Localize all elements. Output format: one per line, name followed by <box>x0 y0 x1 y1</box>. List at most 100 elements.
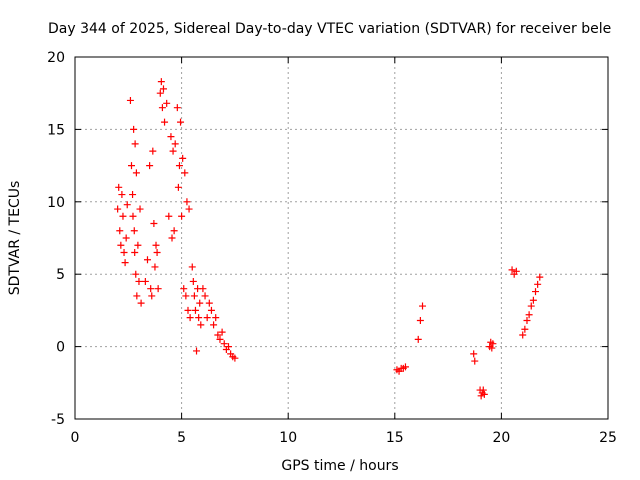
data-point <box>152 241 160 249</box>
data-point <box>148 292 156 300</box>
data-point <box>149 147 157 155</box>
data-point <box>153 248 161 256</box>
data-point <box>132 169 140 177</box>
data-point <box>165 212 173 220</box>
data-point <box>161 118 169 126</box>
data-point <box>168 234 176 242</box>
data-point <box>414 335 422 343</box>
data-point <box>205 299 213 307</box>
data-point <box>190 292 198 300</box>
data-point <box>525 311 533 319</box>
data-point <box>129 191 137 199</box>
data-point <box>126 96 134 104</box>
data-point <box>191 306 199 314</box>
data-point <box>134 241 142 249</box>
data-point <box>527 302 535 310</box>
data-point <box>471 357 479 365</box>
data-point <box>167 133 175 141</box>
grid <box>75 57 608 419</box>
y-tick-label: 20 <box>47 50 65 66</box>
data-point <box>147 285 155 293</box>
data-point <box>120 248 128 256</box>
data-point <box>132 270 140 278</box>
data-point <box>123 201 131 209</box>
data-points <box>114 78 544 400</box>
data-point <box>218 328 226 336</box>
data-point <box>135 277 143 285</box>
data-point <box>121 259 129 267</box>
data-point <box>157 78 165 86</box>
data-point <box>179 154 187 162</box>
x-tick-label: 5 <box>177 430 186 446</box>
data-point <box>180 285 188 293</box>
data-point <box>174 183 182 191</box>
data-point <box>216 335 224 343</box>
data-point <box>143 256 151 264</box>
data-point <box>158 104 166 112</box>
data-point <box>131 140 139 148</box>
data-point <box>470 350 478 358</box>
data-point <box>163 99 171 107</box>
data-point <box>114 205 122 213</box>
data-point <box>189 277 197 285</box>
x-tick-label: 0 <box>71 430 80 446</box>
data-point <box>129 212 137 220</box>
data-point <box>193 347 201 355</box>
data-point <box>130 125 138 133</box>
data-point <box>199 285 207 293</box>
data-point <box>521 325 529 333</box>
x-tick-label: 20 <box>492 430 510 446</box>
x-tick-label: 10 <box>279 430 297 446</box>
data-point <box>185 205 193 213</box>
data-point <box>169 147 177 155</box>
data-point <box>159 85 167 93</box>
y-tick-label: 15 <box>47 122 65 138</box>
data-point <box>130 227 138 235</box>
data-point <box>184 306 192 314</box>
data-point <box>186 314 194 322</box>
data-point <box>178 212 186 220</box>
data-point <box>488 344 496 352</box>
y-tick-label: 0 <box>56 340 65 356</box>
plot-frame <box>74 56 609 420</box>
data-point <box>532 288 540 296</box>
data-point <box>116 227 124 235</box>
data-point <box>156 89 164 97</box>
data-point <box>141 277 149 285</box>
data-point <box>231 354 239 362</box>
data-point <box>131 248 139 256</box>
data-point <box>133 292 141 300</box>
data-point <box>151 263 159 271</box>
data-point <box>188 263 196 271</box>
data-point <box>416 317 424 325</box>
data-point <box>534 280 542 288</box>
data-point <box>171 140 179 148</box>
data-point <box>115 183 123 191</box>
data-point <box>489 340 497 348</box>
x-tick-label: 25 <box>599 430 617 446</box>
data-point <box>118 191 126 199</box>
data-point <box>512 267 520 275</box>
data-point <box>212 314 220 322</box>
data-point <box>536 273 544 281</box>
data-point <box>419 302 427 310</box>
data-point <box>207 306 215 314</box>
data-point <box>183 198 191 206</box>
data-point <box>197 321 205 329</box>
data-point <box>203 314 211 322</box>
data-point <box>146 162 154 170</box>
data-point <box>401 363 409 371</box>
x-axis-label: GPS time / hours <box>281 458 398 474</box>
data-point <box>136 205 144 213</box>
data-point <box>177 118 185 126</box>
data-point <box>214 331 222 339</box>
y-tick-label: 5 <box>56 267 65 283</box>
data-point <box>154 285 162 293</box>
data-point <box>181 169 189 177</box>
data-point <box>220 340 228 348</box>
data-point <box>210 321 218 329</box>
data-point <box>119 212 127 220</box>
data-point <box>173 104 181 112</box>
y-tick-label: -5 <box>51 412 65 428</box>
